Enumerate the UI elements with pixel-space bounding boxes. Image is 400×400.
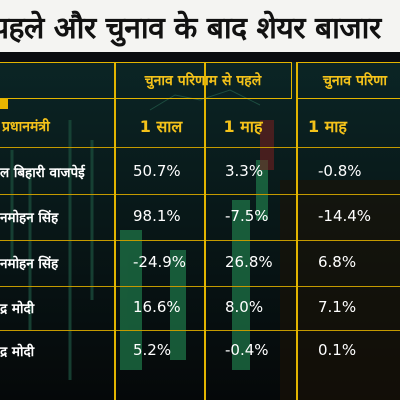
row-3-pm-name: नमोहन सिंह: [0, 256, 59, 272]
row-divider: [0, 147, 400, 148]
row-4-before-1m: 8.0%: [225, 298, 264, 316]
row-3-before-1y: -24.9%: [133, 253, 187, 271]
row-5-before-1y: 5.2%: [133, 341, 172, 359]
page-title: पहले और चुनाव के बाद शेयर बाजार: [0, 10, 381, 46]
column-divider: [114, 62, 116, 400]
row-1-before-1y: 50.7%: [133, 162, 181, 180]
row-3-after-1m: 6.8%: [318, 253, 357, 271]
row-5-before-1m: -0.4%: [225, 341, 269, 359]
title-bar: पहले और चुनाव के बाद शेयर बाजार: [0, 0, 400, 52]
row-4-pm-name: द्र मोदी: [0, 301, 35, 317]
row-5-after-1m: 0.1%: [318, 341, 357, 359]
row-2-after-1m: -14.4%: [318, 207, 372, 225]
row-4-after-1m: 7.1%: [318, 298, 357, 316]
row-divider: [0, 194, 400, 195]
row-2-pm-name: नमोहन सिंह: [0, 210, 59, 226]
title-divider: [0, 52, 400, 62]
results-table: चुनाव परिणाम से पहले चुनाव परिणा प्रधानम…: [0, 62, 400, 400]
row-4-before-1y: 16.6%: [133, 298, 181, 316]
group-header-empty: [0, 62, 115, 99]
row-5-pm-name: द्र मोदी: [0, 344, 35, 360]
column-divider: [204, 62, 206, 400]
column-divider: [296, 62, 298, 400]
column-header-before-1m: 1 माह: [223, 117, 263, 136]
group-header-before: चुनाव परिणाम से पहले: [114, 62, 292, 99]
column-header-pm: प्रधानमंत्री: [2, 119, 50, 135]
row-divider: [0, 330, 400, 331]
column-header-before-1y: 1 साल: [139, 117, 183, 136]
row-2-before-1y: 98.1%: [133, 207, 181, 225]
row-1-before-1m: 3.3%: [225, 162, 264, 180]
row-divider: [0, 286, 400, 287]
row-1-after-1m: -0.8%: [318, 162, 362, 180]
row-divider: [0, 240, 400, 241]
row-3-before-1m: 26.8%: [225, 253, 273, 271]
header-accent: [0, 99, 8, 109]
column-header-after-1m: 1 माह: [308, 117, 347, 136]
row-2-before-1m: -7.5%: [225, 207, 269, 225]
row-1-pm-name: ल बिहारी वाजपेई: [0, 165, 85, 181]
group-header-after: चुनाव परिणा: [296, 62, 400, 99]
